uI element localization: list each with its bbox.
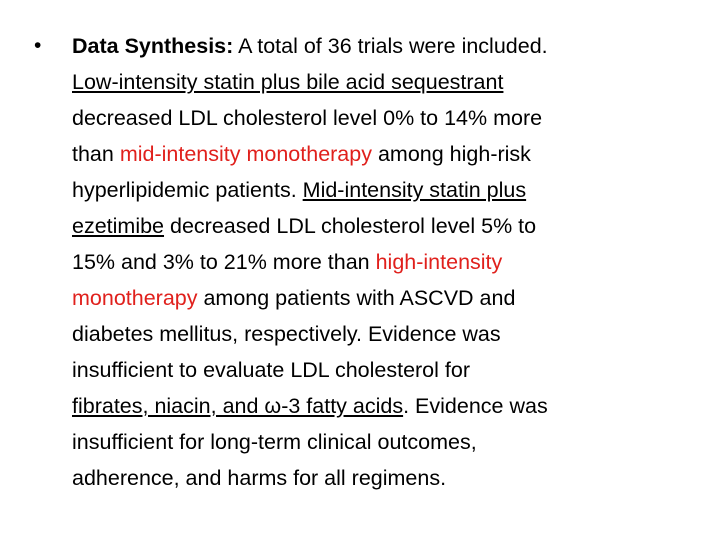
- text-line: Data Synthesis: A total of 36 trials wer…: [72, 28, 548, 64]
- text-line: 15% and 3% to 21% more than high-intensi…: [72, 244, 548, 280]
- bullet: •: [34, 34, 42, 57]
- text-line: insufficient for long-term clinical outc…: [72, 424, 548, 460]
- text-line: Low-intensity statin plus bile acid sequ…: [72, 64, 548, 100]
- text-run: high-intensity: [375, 250, 503, 274]
- text-run: insufficient for long-term clinical outc…: [72, 430, 477, 454]
- text-run: Data Synthesis:: [72, 34, 234, 58]
- text-line: monotherapy among patients with ASCVD an…: [72, 280, 548, 316]
- text-run: decreased LDL cholesterol level 5% to: [164, 214, 537, 238]
- text-run: Mid-intensity statin plus: [302, 178, 527, 202]
- text-run: fibrates, niacin, and ω-3 fatty acids: [72, 394, 404, 418]
- text-run: ezetimibe: [72, 214, 165, 238]
- text-run: hyperlipidemic patients.: [72, 178, 303, 202]
- text-line: diabetes mellitus, respectively. Evidenc…: [72, 316, 548, 352]
- text-run: mid-intensity monotherapy: [119, 142, 372, 166]
- text-run: adherence, and harms for all regimens.: [72, 466, 447, 490]
- text-run: Low-intensity statin plus bile acid sequ…: [72, 70, 504, 94]
- text-run: among high-risk: [371, 142, 531, 166]
- text-line: adherence, and harms for all regimens.: [72, 460, 548, 496]
- text-line: than mid-intensity monotherapy among hig…: [72, 136, 548, 172]
- text-line: decreased LDL cholesterol level 0% to 14…: [72, 100, 548, 136]
- text-run: decreased LDL cholesterol level 0% to 14…: [72, 106, 543, 130]
- paragraph: Data Synthesis: A total of 36 trials wer…: [72, 28, 548, 496]
- text-line: ezetimibe decreased LDL cholesterol leve…: [72, 208, 548, 244]
- text-run: diabetes mellitus, respectively. Evidenc…: [72, 322, 501, 346]
- text-run: monotherapy: [72, 286, 198, 310]
- text-run: among patients with ASCVD and: [197, 286, 516, 310]
- text-line: insufficient to evaluate LDL cholesterol…: [72, 352, 548, 388]
- text-run: 15% and 3% to 21% more than: [72, 250, 376, 274]
- text-run: than: [72, 142, 120, 166]
- text-run: insufficient to evaluate LDL cholesterol…: [72, 358, 470, 382]
- text-line: hyperlipidemic patients. Mid-intensity s…: [72, 172, 548, 208]
- text-run: . Evidence was: [403, 394, 548, 418]
- text-run: A total of 36 trials were included.: [233, 34, 548, 58]
- text-line: fibrates, niacin, and ω-3 fatty acids. E…: [72, 388, 548, 424]
